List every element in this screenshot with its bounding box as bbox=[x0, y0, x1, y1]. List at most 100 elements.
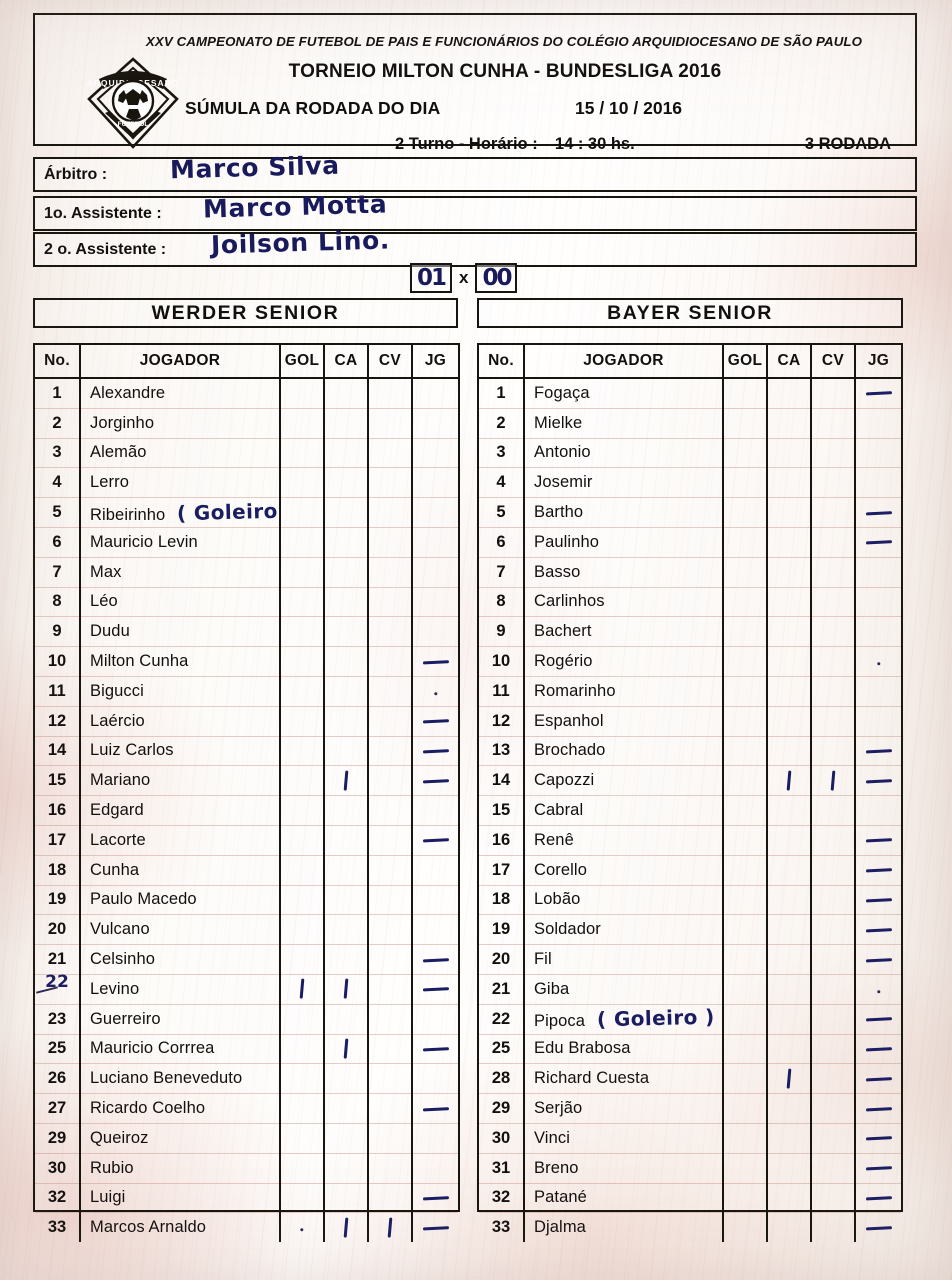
cell-gol[interactable] bbox=[723, 646, 768, 677]
cell-cv[interactable] bbox=[811, 378, 856, 409]
table-row[interactable]: 2 Mielke bbox=[479, 408, 901, 439]
cell-gol[interactable] bbox=[280, 497, 325, 528]
cell-cv[interactable] bbox=[368, 885, 413, 916]
cell-gol[interactable] bbox=[723, 914, 768, 946]
cell-gol[interactable] bbox=[280, 408, 325, 439]
table-row[interactable]: 29 Queiroz bbox=[35, 1123, 458, 1154]
cell-gol[interactable] bbox=[723, 1212, 768, 1243]
cell-cv[interactable] bbox=[811, 616, 856, 648]
cell-cv[interactable] bbox=[368, 378, 413, 409]
cell-gol[interactable] bbox=[723, 467, 768, 499]
cell-ca[interactable] bbox=[767, 914, 812, 946]
table-row[interactable]: 5 Bartho bbox=[479, 497, 901, 528]
cell-cv[interactable] bbox=[368, 974, 413, 1005]
cell-cv[interactable] bbox=[368, 736, 413, 767]
cell-jg[interactable] bbox=[412, 378, 458, 409]
cell-jg[interactable] bbox=[412, 706, 458, 737]
cell-jg[interactable] bbox=[855, 765, 901, 797]
cell-jg[interactable] bbox=[855, 885, 901, 916]
cell-cv[interactable] bbox=[368, 765, 413, 797]
cell-ca[interactable] bbox=[767, 855, 812, 886]
cell-gol[interactable] bbox=[280, 616, 325, 648]
cell-ca[interactable] bbox=[767, 378, 812, 409]
cell-jg[interactable] bbox=[855, 378, 901, 409]
cell-jg[interactable] bbox=[412, 1093, 458, 1124]
cell-ca[interactable] bbox=[324, 378, 369, 409]
cell-ca[interactable] bbox=[324, 765, 369, 797]
table-row[interactable]: 11 Bigucci bbox=[35, 676, 458, 707]
table-row[interactable]: 14 Luiz Carlos bbox=[35, 736, 458, 767]
table-row[interactable]: 21 Giba bbox=[479, 974, 901, 1005]
cell-gol[interactable] bbox=[280, 795, 325, 826]
table-row[interactable]: 8 Carlinhos bbox=[479, 587, 901, 618]
cell-cv[interactable] bbox=[811, 944, 856, 975]
cell-cv[interactable] bbox=[811, 497, 856, 528]
table-row[interactable]: 12 Espanhol bbox=[479, 706, 901, 737]
cell-jg[interactable] bbox=[412, 795, 458, 826]
table-row[interactable]: 33 Djalma bbox=[479, 1212, 901, 1243]
cell-jg[interactable] bbox=[412, 616, 458, 648]
cell-ca[interactable] bbox=[324, 825, 369, 856]
cell-gol[interactable] bbox=[280, 1004, 325, 1035]
cell-gol[interactable] bbox=[723, 1123, 768, 1154]
cell-ca[interactable] bbox=[767, 795, 812, 826]
cell-ca[interactable] bbox=[324, 497, 369, 528]
cell-cv[interactable] bbox=[811, 527, 856, 558]
cell-jg[interactable] bbox=[855, 497, 901, 528]
cell-gol[interactable] bbox=[723, 1183, 768, 1214]
cell-jg[interactable] bbox=[412, 438, 458, 469]
cell-cv[interactable] bbox=[811, 974, 856, 1005]
cell-jg[interactable] bbox=[855, 1034, 901, 1065]
cell-gol[interactable] bbox=[280, 1212, 325, 1243]
cell-ca[interactable] bbox=[767, 676, 812, 707]
cell-ca[interactable] bbox=[324, 1004, 369, 1035]
cell-ca[interactable] bbox=[767, 616, 812, 648]
cell-cv[interactable] bbox=[368, 1123, 413, 1154]
table-row[interactable]: 20 Vulcano bbox=[35, 914, 458, 946]
cell-cv[interactable] bbox=[368, 1212, 413, 1243]
cell-ca[interactable] bbox=[767, 1004, 812, 1035]
cell-gol[interactable] bbox=[280, 944, 325, 975]
cell-jg[interactable] bbox=[855, 557, 901, 588]
cell-ca[interactable] bbox=[767, 1183, 812, 1214]
cell-cv[interactable] bbox=[811, 855, 856, 886]
cell-ca[interactable] bbox=[324, 1212, 369, 1243]
cell-ca[interactable] bbox=[767, 1063, 812, 1095]
cell-gol[interactable] bbox=[280, 438, 325, 469]
cell-gol[interactable] bbox=[280, 646, 325, 677]
cell-cv[interactable] bbox=[368, 1063, 413, 1095]
cell-gol[interactable] bbox=[280, 557, 325, 588]
cell-cv[interactable] bbox=[368, 408, 413, 439]
cell-jg[interactable] bbox=[855, 587, 901, 618]
cell-gol[interactable] bbox=[280, 736, 325, 767]
cell-gol[interactable] bbox=[723, 825, 768, 856]
table-row[interactable]: 11 Romarinho bbox=[479, 676, 901, 707]
cell-gol[interactable] bbox=[280, 1063, 325, 1095]
table-row[interactable]: 12 Laércio bbox=[35, 706, 458, 737]
cell-ca[interactable] bbox=[767, 497, 812, 528]
cell-cv[interactable] bbox=[368, 914, 413, 946]
cell-ca[interactable] bbox=[324, 438, 369, 469]
table-row[interactable]: 4 Lerro bbox=[35, 467, 458, 499]
cell-gol[interactable] bbox=[723, 1093, 768, 1124]
cell-jg[interactable] bbox=[855, 467, 901, 499]
cell-ca[interactable] bbox=[324, 616, 369, 648]
cell-gol[interactable] bbox=[723, 408, 768, 439]
cell-gol[interactable] bbox=[723, 1034, 768, 1065]
cell-cv[interactable] bbox=[811, 736, 856, 767]
cell-gol[interactable] bbox=[280, 1123, 325, 1154]
cell-cv[interactable] bbox=[368, 1093, 413, 1124]
cell-ca[interactable] bbox=[767, 467, 812, 499]
cell-cv[interactable] bbox=[811, 1093, 856, 1124]
cell-jg[interactable] bbox=[855, 616, 901, 648]
cell-ca[interactable] bbox=[767, 587, 812, 618]
cell-ca[interactable] bbox=[324, 1093, 369, 1124]
away-score-box[interactable]: 00 bbox=[475, 263, 518, 293]
table-row[interactable]: 30 Rubio bbox=[35, 1153, 458, 1184]
referee-field[interactable]: Árbitro : Marco Silva bbox=[33, 151, 917, 192]
cell-ca[interactable] bbox=[767, 408, 812, 439]
cell-cv[interactable] bbox=[811, 676, 856, 707]
table-row[interactable]: 1 Fogaça bbox=[479, 378, 901, 409]
cell-jg[interactable] bbox=[855, 1093, 901, 1124]
cell-ca[interactable] bbox=[767, 646, 812, 677]
